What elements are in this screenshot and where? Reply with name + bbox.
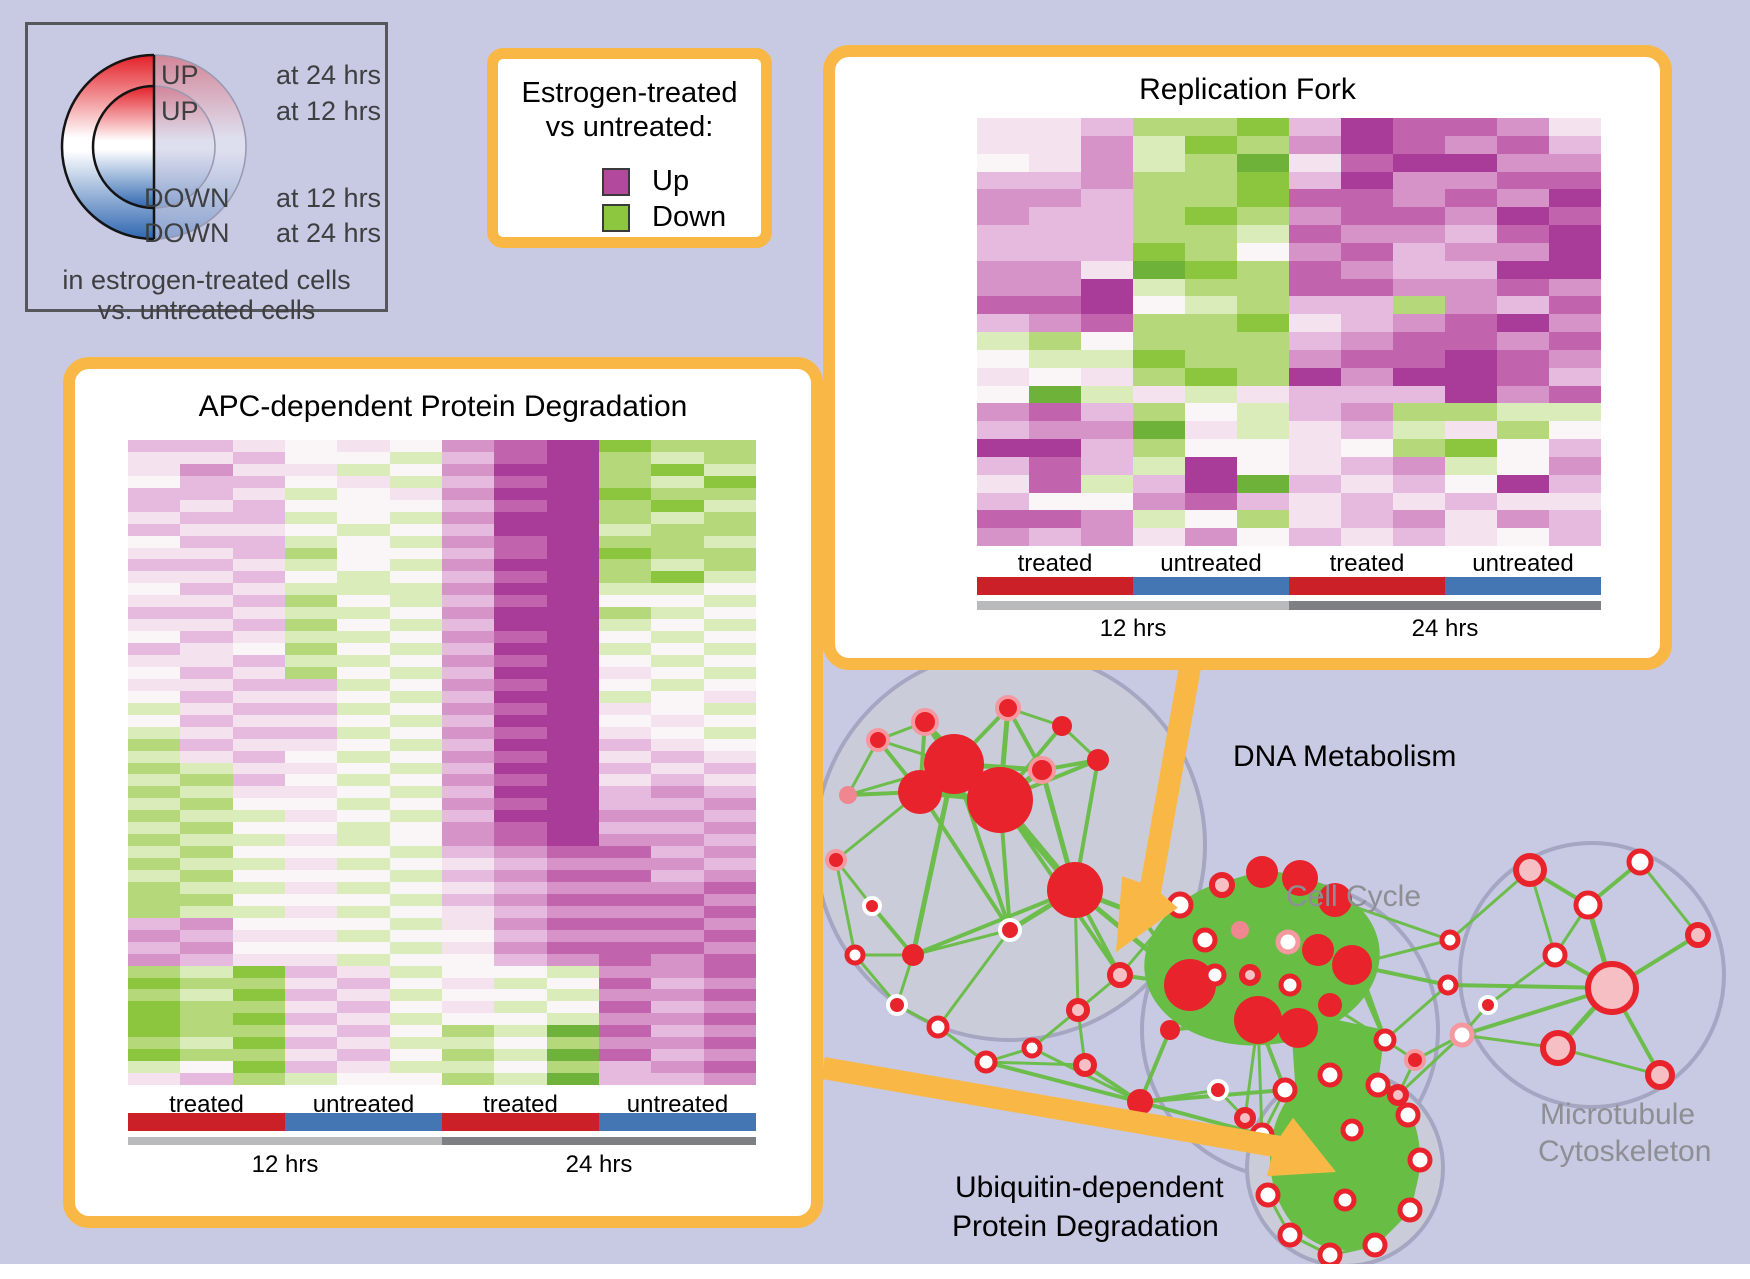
ring-color-legend: UP at 24 hrs UP at 12 hrs DOWN at 12 hrs… xyxy=(25,22,388,325)
legend-down-24: DOWN xyxy=(144,218,230,248)
cluster-label-cell-cycle: Cell Cycle xyxy=(1286,880,1422,913)
down-label: Down xyxy=(652,201,727,233)
legend-at-12: at 12 hrs xyxy=(276,96,382,126)
apc-24hrs-label: 24 hrs xyxy=(565,1151,633,1178)
rf-12hrs-bar xyxy=(977,601,1289,610)
apc-panel: APC-dependent Protein Degradation treate… xyxy=(63,357,823,1228)
legend-caption-line1: in estrogen-treated cells xyxy=(62,265,351,295)
apc-12hrs-bar xyxy=(128,1137,442,1145)
apc-treated-bar-24 xyxy=(442,1113,599,1131)
legend-down-12: DOWN xyxy=(144,183,230,213)
legend-caption-line2: vs. untreated cells xyxy=(97,295,316,325)
apc-title: APC-dependent Protein Degradation xyxy=(198,390,688,423)
cluster-label-microtubule-line1: Microtubule xyxy=(1540,1098,1696,1131)
rf-24hrs-bar xyxy=(1289,601,1601,610)
legend-up-12: UP xyxy=(161,96,199,126)
rf-group-label-1: treated xyxy=(1017,550,1093,577)
updown-color-key: Estrogen-treated vs untreated: Up Down xyxy=(487,48,772,248)
cluster-label-microtubule-line2: Cytoskeleton xyxy=(1538,1135,1712,1168)
key-title-line2: vs untreated: xyxy=(545,111,714,143)
apc-24hrs-bar xyxy=(442,1137,756,1145)
legend-at-12b: at 12 hrs xyxy=(276,183,382,213)
rf-treated-bar-24 xyxy=(1289,577,1445,595)
replication-fork-heatmap xyxy=(977,118,1601,546)
legend-at-24: at 24 hrs xyxy=(276,60,382,90)
rf-treated-bar-12 xyxy=(977,577,1133,595)
legend-at-24b: at 24 hrs xyxy=(276,218,382,248)
rf-12hrs-label: 12 hrs xyxy=(1099,615,1167,642)
key-row-up: Up xyxy=(602,165,689,198)
ring-gradient-icon xyxy=(60,53,247,241)
cluster-label-ubiquitin-line1: Ubiquitin-dependent xyxy=(955,1171,1224,1204)
legend-up-24: UP xyxy=(161,60,199,90)
rf-group-label-2: untreated xyxy=(1160,550,1262,577)
down-color-swatch xyxy=(602,203,630,232)
rf-group-label-4: untreated xyxy=(1472,550,1574,577)
rf-group-label-3: treated xyxy=(1329,550,1405,577)
rf-untreated-bar-12 xyxy=(1133,577,1289,595)
key-row-down: Down xyxy=(602,201,726,234)
up-label: Up xyxy=(652,165,690,197)
cluster-label-dna-metabolism: DNA Metabolism xyxy=(1233,740,1457,773)
apc-12hrs-label: 12 hrs xyxy=(251,1151,319,1178)
rf-24hrs-label: 24 hrs xyxy=(1411,615,1479,642)
rf-untreated-bar-24 xyxy=(1445,577,1601,595)
bottom-margin-strip xyxy=(0,1264,1750,1279)
replication-fork-panel: Replication Fork treated untreated treat… xyxy=(823,45,1672,670)
up-color-swatch xyxy=(602,167,630,196)
apc-treated-bar-12 xyxy=(128,1113,285,1131)
apc-untreated-bar-12 xyxy=(285,1113,442,1131)
cluster-label-ubiquitin-line2: Protein Degradation xyxy=(952,1210,1219,1243)
apc-heatmap xyxy=(128,440,756,1085)
replication-fork-title: Replication Fork xyxy=(1139,73,1356,106)
key-title-line1: Estrogen-treated xyxy=(521,77,738,109)
apc-untreated-bar-24 xyxy=(599,1113,756,1131)
